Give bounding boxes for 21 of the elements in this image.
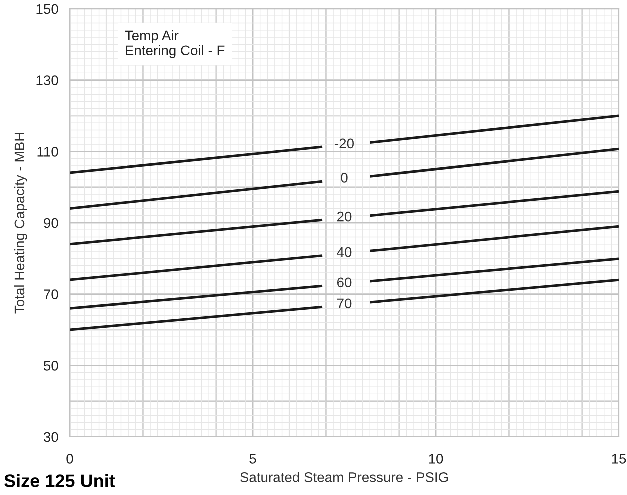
y-tick-label: 50 — [44, 361, 58, 371]
x-tick-label: 5 — [250, 454, 256, 464]
y-tick-label: 130 — [36, 76, 58, 86]
x-tick-label: 15 — [612, 454, 626, 464]
y-tick-label: 150 — [36, 4, 58, 14]
y-tick-label: 70 — [44, 290, 58, 300]
y-tick-label: 110 — [38, 147, 58, 157]
series-label: -20 — [335, 138, 354, 149]
x-tick-label: 10 — [429, 454, 444, 464]
x-axis-title: Saturated Steam Pressure - PSIG — [240, 472, 448, 482]
series-label: 40 — [337, 247, 352, 258]
y-axis-title: Total Heating Capacity - MBH — [14, 133, 28, 314]
series-label: 0 — [341, 173, 348, 183]
x-tick-label: 0 — [66, 454, 74, 464]
text: Size 125 Unit — [4, 474, 116, 488]
y-tick-label: 30 — [44, 432, 58, 442]
legend-title: Temp Air Entering Coil - F — [125, 30, 225, 58]
series-label: 60 — [337, 278, 352, 288]
series-label: 70 — [337, 298, 352, 309]
series-label: 20 — [337, 212, 352, 222]
y-tick-label: 90 — [44, 218, 58, 228]
